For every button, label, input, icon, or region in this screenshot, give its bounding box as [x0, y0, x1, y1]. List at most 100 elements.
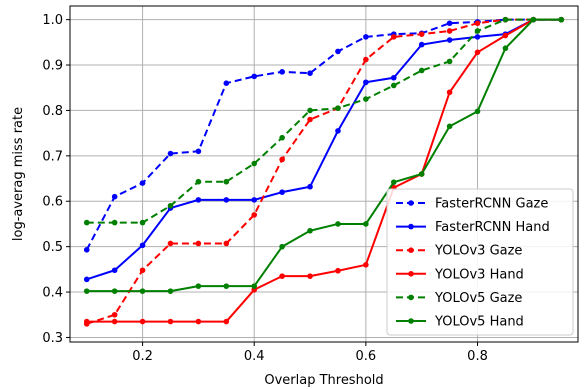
data-point: [140, 267, 146, 273]
data-point: [224, 319, 230, 325]
data-point: [335, 221, 341, 227]
data-point: [140, 319, 146, 325]
data-point: [279, 69, 285, 75]
data-point: [363, 79, 369, 85]
legend-marker: [408, 295, 414, 301]
y-tick-label: 0.6: [42, 195, 63, 210]
data-point: [475, 50, 481, 56]
data-point: [196, 148, 202, 154]
data-point: [307, 273, 313, 279]
y-tick-label: 0.7: [42, 149, 63, 164]
legend-label: YOLOv3 Hand: [434, 267, 524, 282]
x-tick-label: 0.2: [132, 349, 153, 364]
data-point: [363, 221, 369, 227]
data-point: [112, 220, 118, 226]
data-point: [224, 241, 230, 247]
data-point: [112, 319, 118, 325]
y-tick-label: 0.5: [42, 240, 63, 255]
data-point: [447, 37, 453, 43]
y-tick-label: 1.0: [42, 13, 63, 28]
data-point: [84, 277, 90, 283]
data-point: [224, 197, 230, 203]
data-point: [112, 312, 118, 318]
y-axis-label: log-averag miss rate: [11, 107, 26, 241]
data-point: [447, 89, 453, 95]
data-point: [475, 109, 481, 115]
data-point: [224, 283, 230, 289]
x-tick-label: 0.8: [467, 349, 488, 364]
legend-label: FasterRCNN Gaze: [435, 197, 548, 212]
y-tick-label: 0.3: [42, 331, 63, 346]
data-point: [168, 241, 174, 247]
data-point: [279, 273, 285, 279]
legend-marker: [408, 247, 414, 253]
data-point: [224, 80, 230, 86]
data-point: [363, 96, 369, 102]
data-point: [335, 268, 341, 274]
legend-label: FasterRCNN Hand: [435, 220, 550, 235]
data-point: [224, 179, 230, 185]
data-point: [251, 197, 257, 203]
data-point: [279, 157, 285, 163]
data-point: [140, 180, 146, 186]
x-tick-label: 0.4: [244, 349, 265, 364]
data-point: [531, 17, 537, 23]
data-point: [279, 135, 285, 141]
data-point: [335, 105, 341, 111]
data-point: [168, 288, 174, 294]
data-point: [419, 68, 425, 74]
data-point: [140, 288, 146, 294]
x-axis-label: Overlap Threshold: [264, 373, 383, 388]
data-point: [363, 34, 369, 40]
y-tick-label: 0.9: [42, 59, 63, 74]
legend-marker: [408, 224, 414, 230]
data-point: [475, 28, 481, 34]
data-point: [475, 34, 481, 40]
data-point: [112, 194, 118, 200]
data-point: [168, 151, 174, 157]
legend-label: YOLOv3 Gaze: [434, 244, 522, 259]
data-point: [251, 74, 257, 80]
data-point: [419, 31, 425, 37]
data-point: [251, 212, 257, 218]
data-point: [307, 228, 313, 234]
data-point: [279, 244, 285, 250]
data-point: [363, 57, 369, 63]
data-point: [307, 108, 313, 114]
data-point: [307, 184, 313, 190]
data-point: [335, 49, 341, 55]
data-point: [251, 161, 257, 167]
data-point: [447, 59, 453, 65]
data-point: [447, 20, 453, 26]
data-point: [391, 34, 397, 40]
y-tick-label: 0.8: [42, 104, 63, 119]
data-point: [196, 283, 202, 289]
data-point: [251, 283, 257, 289]
legend-label: YOLOv5 Gaze: [434, 291, 522, 306]
data-point: [363, 262, 369, 268]
data-point: [419, 42, 425, 48]
data-point: [279, 189, 285, 195]
data-point: [196, 241, 202, 247]
data-point: [307, 117, 313, 123]
x-tick-label: 0.6: [356, 349, 377, 364]
data-point: [112, 267, 118, 273]
legend-marker: [408, 318, 414, 324]
data-point: [503, 17, 509, 23]
y-axis: 0.3 0.4 0.5 0.6 0.7 0.8 0.9 1.0: [42, 13, 70, 346]
data-point: [503, 45, 509, 51]
data-point: [140, 242, 146, 248]
data-point: [447, 28, 453, 34]
data-point: [168, 319, 174, 325]
data-point: [335, 128, 341, 134]
data-point: [419, 171, 425, 177]
data-point: [391, 75, 397, 81]
data-point: [196, 197, 202, 203]
data-point: [84, 247, 90, 253]
data-point: [196, 319, 202, 325]
data-point: [84, 319, 90, 325]
legend-label: YOLOv5 Hand: [434, 315, 524, 330]
legend: FasterRCNN Gaze FasterRCNN Hand YOLOv3 Gaz…: [387, 189, 573, 335]
data-point: [391, 179, 397, 185]
